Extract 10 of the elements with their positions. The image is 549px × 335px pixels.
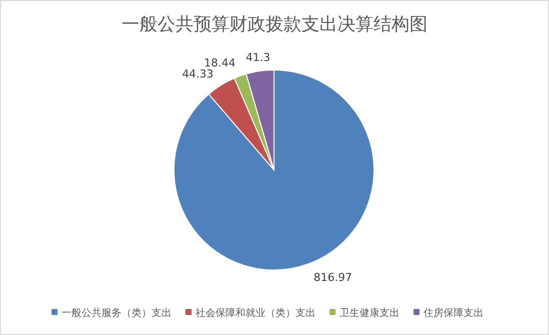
data-label: 41.3 [246,51,270,64]
data-label: 816.97 [314,270,352,284]
legend-label: 社会保障和就业（类）支出 [196,307,316,319]
data-label: 44.33 [182,67,214,80]
chart-title: 一般公共预算财政拨款支出决算结构图 [122,14,428,35]
data-label: 18.44 [204,56,236,70]
legend-label: 卫生健康支出 [340,307,400,319]
legend-label: 住房保障支出 [424,307,484,319]
legend-label: 一般公共服务（类）支出 [62,307,172,319]
pie-slice [174,70,374,270]
